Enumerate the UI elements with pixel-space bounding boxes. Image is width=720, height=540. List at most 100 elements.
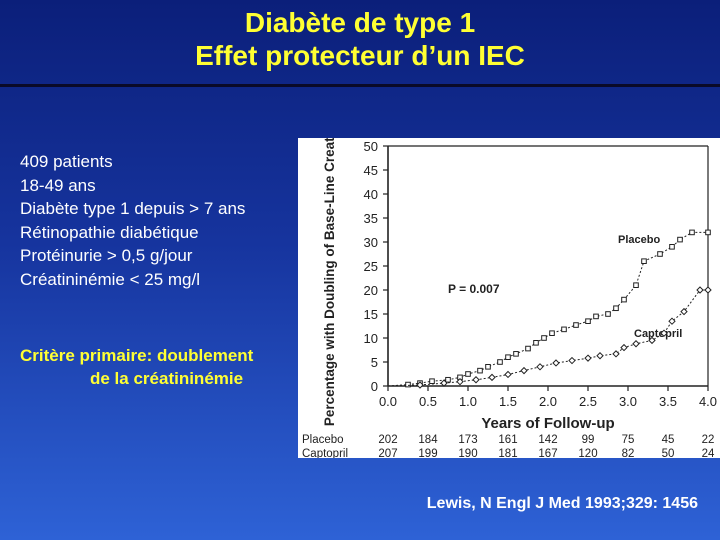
- data-point-captopril: [632, 340, 640, 348]
- data-point-captopril: [520, 366, 528, 375]
- risk-cell: 202: [378, 434, 397, 446]
- plot-frame: [387, 145, 709, 387]
- risk-cell: 45: [662, 434, 675, 446]
- x-tick-label: 2.5: [579, 394, 597, 409]
- info-line: Rétinopathie diabétique: [20, 222, 199, 242]
- data-point-placebo: [505, 354, 511, 360]
- series-label-placebo: Placebo: [618, 234, 660, 246]
- data-point-captopril: [596, 352, 604, 360]
- risk-cell: 120: [578, 448, 597, 458]
- risk-cell: 173: [458, 434, 477, 446]
- risk-cell: 199: [418, 448, 437, 458]
- risk-row-label: Captopril: [302, 448, 348, 458]
- data-point-captopril: [488, 373, 496, 382]
- risk-cell: 190: [458, 448, 477, 458]
- risk-cell: 184: [418, 434, 438, 446]
- data-point-placebo: [621, 296, 627, 303]
- data-point-placebo: [405, 381, 411, 388]
- p-value-annotation: P = 0.007: [448, 282, 500, 296]
- data-point-placebo: [513, 351, 519, 357]
- data-point-captopril: [416, 381, 424, 389]
- data-point-placebo: [485, 364, 491, 370]
- risk-cell: 207: [378, 448, 397, 458]
- data-point-placebo: [561, 326, 567, 333]
- y-tick-label: 5: [371, 355, 378, 370]
- citation: Lewis, N Engl J Med 1993;329: 1456: [426, 495, 698, 512]
- y-tick-label: 45: [364, 163, 378, 178]
- title-line-1: Diabète de type 1: [244, 7, 476, 38]
- data-point-placebo: [429, 378, 435, 384]
- data-point-captopril: [552, 359, 560, 367]
- info-line: Protéinurie > 0,5 g/jour: [20, 246, 193, 265]
- data-point-placebo: [593, 313, 599, 320]
- series-group: [387, 229, 712, 389]
- risk-cell: 142: [538, 434, 557, 446]
- data-point-captopril: [660, 329, 668, 337]
- x-tick-label: 0.0: [379, 394, 397, 409]
- data-point-captopril: [704, 286, 712, 294]
- data-point-placebo: [477, 367, 483, 374]
- title-divider: [0, 84, 720, 87]
- data-point-captopril: [568, 356, 576, 365]
- data-point-captopril: [668, 317, 676, 325]
- risk-cell: 167: [538, 448, 557, 458]
- primary-criterion: Critère primaire: doublement de la créat…: [20, 344, 253, 390]
- y-tick-label: 10: [364, 331, 378, 346]
- patient-info-list: 409 patients 18-49 ans Diabète type 1 de…: [20, 150, 245, 291]
- criterion-line-2: de la créatininémie: [90, 369, 244, 388]
- risk-cell: 22: [702, 434, 715, 446]
- info-line: Créatininémie < 25 mg/l: [20, 269, 201, 289]
- info-line: Diabète type 1 depuis > 7 ans: [20, 199, 246, 218]
- risk-cell: 82: [622, 448, 635, 458]
- data-point-placebo: [641, 258, 647, 265]
- data-point-placebo: [605, 311, 611, 317]
- data-point-captopril: [680, 307, 688, 316]
- y-tick-label: 0: [371, 379, 378, 394]
- risk-row-label: Placebo: [302, 434, 344, 446]
- y-tick-label: 25: [364, 259, 378, 274]
- data-point-captopril: [612, 350, 620, 358]
- x-tick-label: 3.0: [619, 394, 637, 409]
- data-point-placebo: [573, 322, 579, 328]
- x-tick-label: 2.0: [539, 394, 557, 409]
- x-tick-label: 1.5: [499, 394, 517, 409]
- data-point-captopril: [584, 354, 592, 362]
- y-axis-label: Percentage with Doubling of Base-Line Cr…: [322, 138, 337, 426]
- data-point-placebo: [497, 359, 503, 365]
- data-point-placebo: [633, 282, 639, 288]
- x-tick-label: 0.5: [419, 394, 437, 409]
- data-point-placebo: [657, 251, 663, 257]
- risk-table: Placebo 202 184 173 161 142 99 75 45 22 Captopril 2…: [302, 434, 715, 460]
- data-point-captopril: [504, 370, 512, 379]
- title-line-2: Effet protecteur d’un IEC: [195, 40, 525, 71]
- data-point-placebo: [445, 376, 451, 383]
- info-line: 18-49 ans: [20, 175, 96, 195]
- risk-cell: 161: [498, 434, 517, 446]
- risk-cell: 24: [702, 448, 715, 458]
- chart-svg: Percentage with Doubling of Base-Line Cr…: [302, 105, 717, 460]
- x-tick-label: 3.5: [659, 394, 677, 409]
- data-point-captopril: [472, 376, 480, 384]
- x-axis-label: Years of Follow-up: [481, 415, 614, 432]
- data-point-placebo: [525, 345, 531, 352]
- data-point-placebo: [677, 236, 683, 243]
- data-point-captopril: [696, 286, 704, 294]
- y-tick-label: 50: [364, 139, 378, 154]
- series-line-captopril: [387, 289, 708, 387]
- chart-figure: Percentage with Doubling of Base-Line Cr…: [298, 105, 720, 460]
- risk-cell: 181: [498, 448, 517, 458]
- criterion-line-1: Critère primaire: doublement: [20, 346, 254, 365]
- data-point-captopril: [440, 379, 448, 387]
- x-tick-label: 1.0: [459, 394, 477, 409]
- data-point-captopril: [648, 336, 656, 345]
- data-point-placebo: [613, 305, 619, 312]
- data-point-placebo: [689, 229, 695, 236]
- data-point-placebo: [669, 244, 675, 250]
- slide-title: Diabète de type 1 Effet protecteur d’un …: [0, 6, 720, 72]
- data-point-captopril: [456, 377, 464, 386]
- y-tick-label: 30: [364, 235, 378, 250]
- data-point-placebo: [465, 371, 471, 377]
- y-tick-label: 20: [364, 283, 378, 298]
- data-point-placebo: [549, 330, 555, 336]
- y-tick-label: 15: [364, 307, 378, 322]
